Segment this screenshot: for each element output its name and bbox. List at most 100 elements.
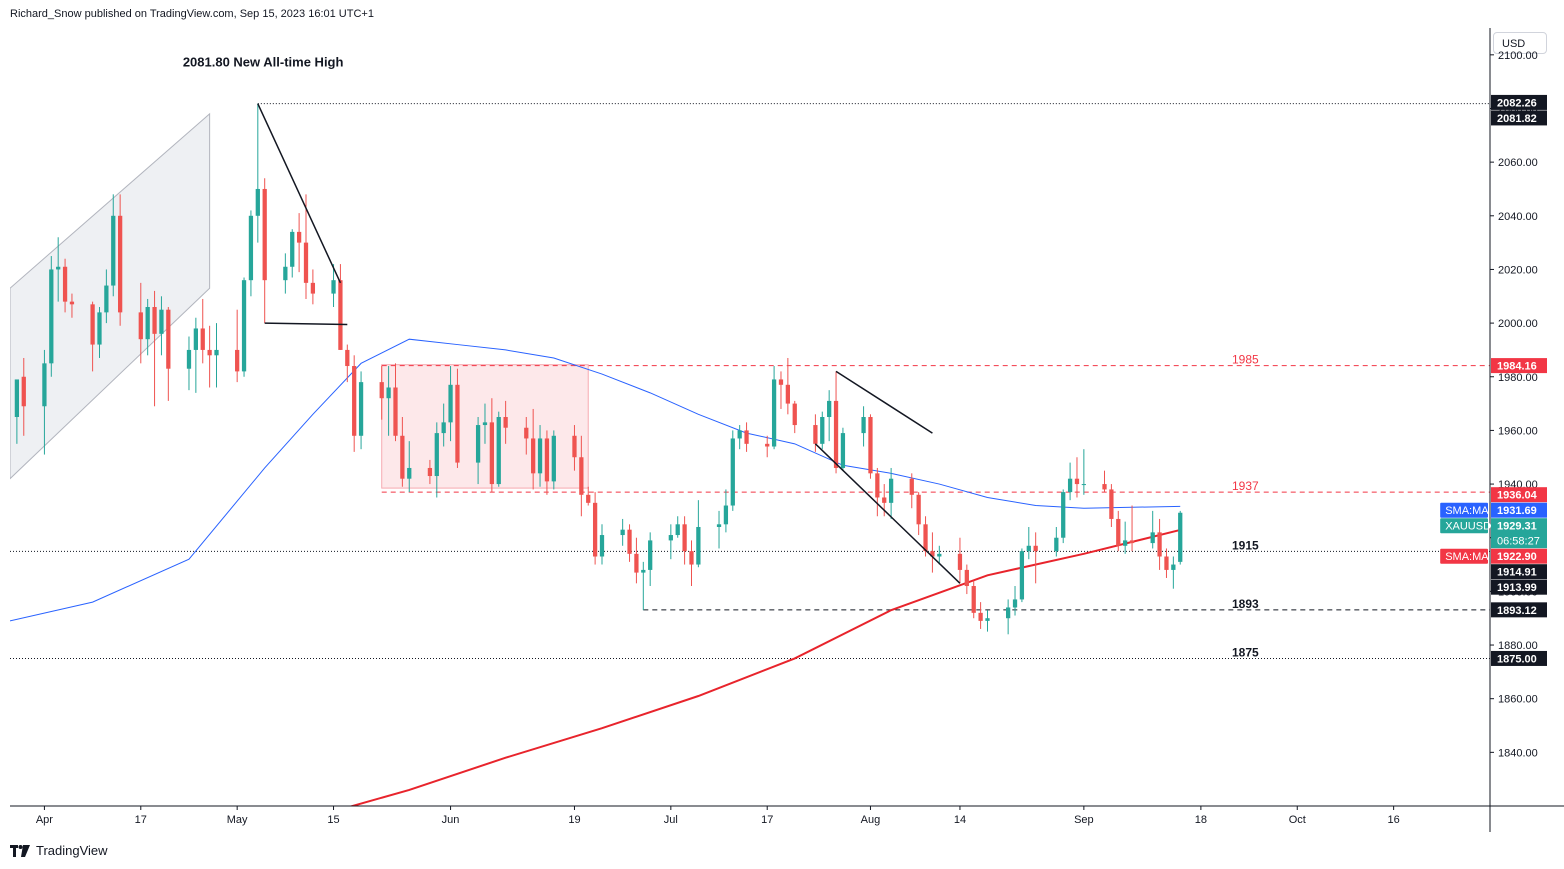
price-tag: 2082.26: [1491, 94, 1547, 110]
candle-body: [200, 328, 205, 350]
candle-body: [207, 349, 212, 356]
candle-body: [455, 384, 460, 463]
price-tag: 1875.00: [1491, 650, 1547, 666]
candle-body: [386, 387, 391, 399]
candle-body: [620, 529, 625, 536]
candle-body: [648, 540, 653, 570]
candle-body: [358, 382, 364, 436]
price-tag-box: [1491, 579, 1547, 595]
trendline: [814, 443, 961, 584]
candle-body: [1123, 540, 1128, 546]
price-tag: 1893.12: [1491, 602, 1547, 618]
price-tag: 1931.69 SMA:MA: [1440, 502, 1547, 518]
price-tag: 2081.82: [1491, 110, 1547, 126]
candle-body: [524, 427, 529, 439]
x-tick-label: Jul: [664, 814, 678, 826]
candle-body: [689, 551, 694, 565]
publisher-credit: Richard_Snow published on TradingView.co…: [10, 8, 374, 20]
candle-body: [42, 363, 47, 407]
candle-body: [916, 494, 921, 525]
candle-body: [544, 438, 550, 482]
candle-body: [138, 312, 143, 340]
price-tag: 1984.16: [1491, 358, 1547, 374]
candle-body: [716, 524, 722, 527]
candle-body: [599, 535, 605, 557]
candle-body: [352, 366, 357, 436]
candle-body: [1081, 484, 1086, 486]
sma-line: [10, 338, 1181, 622]
candle-body: [1026, 545, 1031, 552]
price-tag-value: 1922.90: [1497, 551, 1537, 563]
candle-body: [1006, 607, 1011, 619]
candle-body: [441, 422, 446, 434]
candle-body: [193, 328, 198, 350]
price-tag-box: [1491, 94, 1547, 110]
candle-body: [1102, 484, 1107, 490]
candle-body: [1012, 599, 1018, 608]
price-tag: 1922.90 SMA:MA: [1440, 548, 1547, 564]
tradingview-icon: [10, 844, 30, 857]
price-tag-value: 1914.91: [1497, 567, 1537, 579]
parallel-channel: [10, 112, 211, 480]
candle-body: [331, 280, 336, 294]
candle-body: [1019, 551, 1025, 600]
candle-body: [1061, 492, 1066, 538]
candle-body: [682, 524, 687, 552]
price-tag-value: 2082.26: [1497, 97, 1537, 109]
candle-body: [214, 349, 219, 356]
price-tag-box: [1491, 518, 1547, 549]
candle-body: [262, 188, 267, 281]
x-tick-label: 14: [954, 814, 966, 826]
price-tag-box: [1491, 358, 1547, 374]
price-tag-value: 1893.12: [1497, 605, 1537, 617]
candle-body: [909, 478, 914, 495]
y-tick-label: 2020.00: [1498, 264, 1538, 276]
x-tick-label: Jun: [442, 814, 460, 826]
x-tick-label: Sep: [1074, 814, 1094, 826]
candle-body: [145, 307, 150, 340]
candle-body: [62, 266, 68, 302]
candle-body: [118, 215, 123, 313]
trendline: [264, 322, 348, 326]
candle-body: [1157, 532, 1162, 557]
price-tag-countdown: 06:58:27: [1497, 536, 1540, 548]
level-label: 1937: [1232, 479, 1259, 493]
x-tick-label: Oct: [1289, 814, 1306, 826]
candle-body: [1164, 556, 1169, 570]
y-tick-label: 2100.00: [1498, 50, 1538, 62]
candle-body: [496, 417, 501, 485]
candle-body: [97, 312, 102, 345]
candle-body: [978, 612, 983, 621]
candle-body: [785, 384, 790, 404]
candle-body: [345, 349, 350, 367]
candle-body: [537, 438, 543, 474]
currency-selector[interactable]: USD: [1493, 32, 1547, 54]
candle-body: [737, 430, 742, 439]
candle-body: [964, 569, 969, 587]
candle-body: [971, 586, 976, 613]
candle-body: [1074, 478, 1080, 485]
candle-body: [434, 433, 439, 477]
x-tick-label: May: [227, 814, 248, 826]
y-tick-label: 2040.00: [1498, 211, 1538, 223]
candle-body: [586, 494, 591, 503]
brand-name: TradingView: [36, 843, 108, 858]
candle-body: [1054, 537, 1059, 552]
price-tag: 1936.04: [1491, 487, 1547, 503]
candle-body: [475, 425, 481, 463]
candle-body: [379, 382, 384, 399]
x-tick-label: 19: [568, 814, 580, 826]
y-tick-label: 2000.00: [1498, 318, 1538, 330]
candle-body: [531, 438, 536, 474]
candle-body: [152, 307, 157, 334]
candle-body: [792, 403, 797, 426]
series-label-text: XAUUSD: [1445, 521, 1491, 533]
series-label-box: [1440, 502, 1488, 518]
price-tag: 1913.99: [1491, 579, 1547, 595]
candle-body: [820, 417, 825, 444]
sma-line: [348, 528, 1181, 806]
x-tick-label: 18: [1195, 814, 1207, 826]
candle-body: [166, 309, 171, 369]
y-tick-label: 1840.00: [1498, 747, 1538, 759]
